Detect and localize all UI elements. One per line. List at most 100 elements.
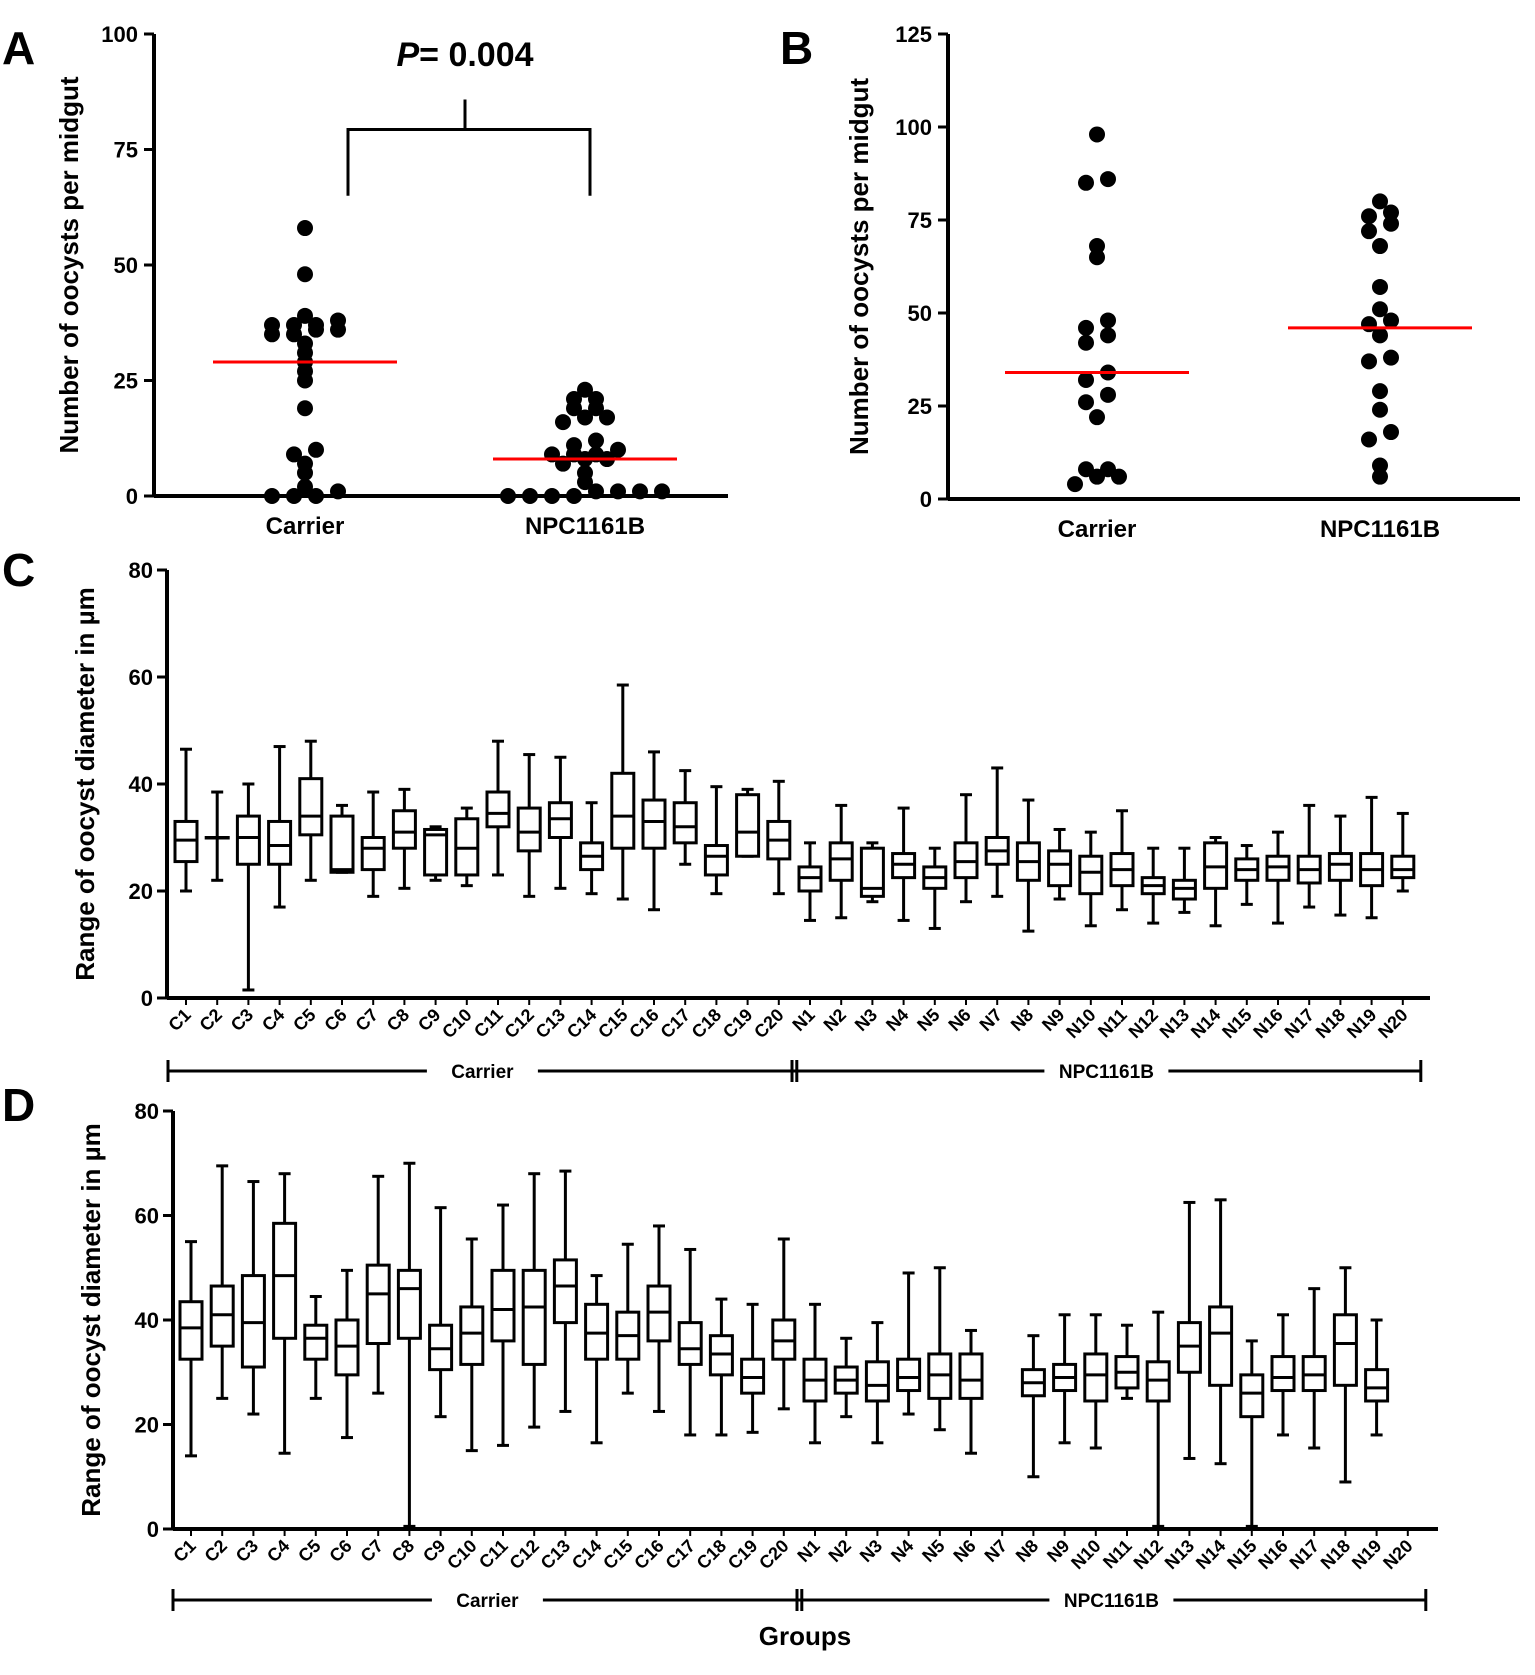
box-iqr — [396, 1268, 422, 1340]
box-iqr — [1364, 1368, 1390, 1403]
data-point — [1383, 215, 1399, 232]
y-tick-label: 25 — [908, 394, 932, 419]
data-point — [1089, 249, 1105, 266]
data-point — [308, 317, 324, 334]
box-iqr — [303, 1323, 329, 1361]
y-axis-title: Number of oocysts per midgut — [844, 78, 874, 455]
y-tick-label: 50 — [114, 253, 138, 278]
p-value-symbol: P — [396, 36, 419, 74]
y-tick-label: 25 — [114, 369, 138, 394]
data-point — [555, 414, 571, 431]
y-tick-label: 20 — [129, 879, 153, 904]
data-point — [577, 409, 593, 426]
y-tick-label: 125 — [895, 22, 932, 47]
data-point — [1100, 386, 1116, 403]
data-point — [330, 312, 346, 329]
box-iqr — [1078, 854, 1104, 896]
significance-bracket — [346, 128, 592, 196]
panel-letter-d: D — [2, 1079, 35, 1131]
data-point — [1100, 327, 1116, 344]
panel-letter-a: A — [2, 22, 35, 74]
y-tick-label: 100 — [101, 22, 138, 47]
data-point — [1100, 171, 1116, 188]
data-point — [1078, 394, 1094, 411]
data-point — [1372, 238, 1388, 255]
y-tick-label: 80 — [129, 558, 153, 583]
x-category-label: Carrier — [1058, 516, 1137, 543]
data-point — [1361, 223, 1377, 240]
data-point — [297, 220, 313, 237]
p-value-text: = 0.004 — [419, 36, 533, 74]
box-iqr — [552, 1258, 578, 1325]
data-point — [566, 488, 582, 504]
data-point — [1361, 208, 1377, 225]
box-iqr — [272, 1221, 298, 1340]
data-point — [1078, 461, 1094, 478]
data-point — [610, 441, 626, 458]
data-point — [308, 441, 324, 458]
data-point — [1372, 193, 1388, 210]
box-iqr — [958, 1352, 984, 1400]
y-tick-label: 60 — [129, 665, 153, 690]
box-iqr — [896, 1357, 922, 1393]
group-label: NPC1161B — [1059, 1062, 1154, 1083]
box-iqr — [485, 790, 511, 829]
y-tick-label: 75 — [114, 138, 138, 163]
box-iqr — [1270, 1355, 1296, 1393]
data-point — [500, 488, 516, 504]
data-point — [286, 446, 302, 463]
data-point — [1372, 457, 1388, 474]
y-axis-title: Range of oocyst diameter in µm — [76, 1123, 106, 1517]
data-point — [330, 483, 346, 500]
data-point — [264, 317, 280, 334]
data-point — [654, 483, 670, 500]
box-iqr — [641, 798, 667, 850]
y-axis-title: Range of oocyst diameter in µm — [70, 587, 100, 981]
data-point — [286, 317, 302, 334]
group-label: Carrier — [456, 1591, 519, 1612]
y-tick-label: 60 — [135, 1204, 159, 1229]
data-point — [577, 464, 593, 481]
y-tick-label: 40 — [129, 772, 153, 797]
data-point — [1078, 174, 1094, 191]
box-iqr — [1239, 1373, 1265, 1419]
data-point — [1372, 278, 1388, 295]
box-iqr — [703, 844, 729, 877]
y-tick-label: 40 — [135, 1308, 159, 1333]
data-point — [1372, 401, 1388, 418]
data-point — [297, 478, 313, 495]
y-tick-label: 0 — [126, 484, 138, 509]
group-label: NPC1161B — [1064, 1591, 1159, 1612]
y-tick-label: 50 — [908, 301, 932, 326]
panel-letter-b: B — [780, 22, 813, 74]
box-iqr — [1208, 1305, 1234, 1387]
data-point — [1361, 353, 1377, 370]
box-iqr — [298, 777, 324, 837]
data-point — [588, 483, 604, 500]
box-iqr — [672, 801, 698, 845]
data-point — [566, 437, 582, 454]
box-iqr — [235, 814, 261, 866]
data-point — [1089, 126, 1105, 143]
data-point — [297, 400, 313, 417]
data-point — [297, 307, 313, 324]
box-iqr — [1047, 849, 1073, 888]
data-point — [588, 432, 604, 449]
data-point — [610, 483, 626, 500]
data-point — [297, 335, 313, 352]
data-point — [1078, 334, 1094, 351]
panel-a-chart: 0 25 50 75 100 Number of oocysts per midgut Ca… — [54, 22, 728, 540]
y-tick-label: 0 — [920, 487, 932, 512]
box-iqr — [365, 1263, 391, 1346]
y-tick-label: 0 — [141, 986, 153, 1011]
box-iqr — [490, 1268, 516, 1343]
data-point — [566, 390, 582, 407]
box-iqr — [677, 1321, 703, 1366]
y-tick-label: 20 — [135, 1413, 159, 1438]
data-point — [1372, 327, 1388, 344]
y-tick-label: 100 — [895, 115, 932, 140]
box-iqr — [329, 814, 355, 874]
data-point — [1372, 301, 1388, 318]
box-iqr — [864, 1360, 890, 1403]
